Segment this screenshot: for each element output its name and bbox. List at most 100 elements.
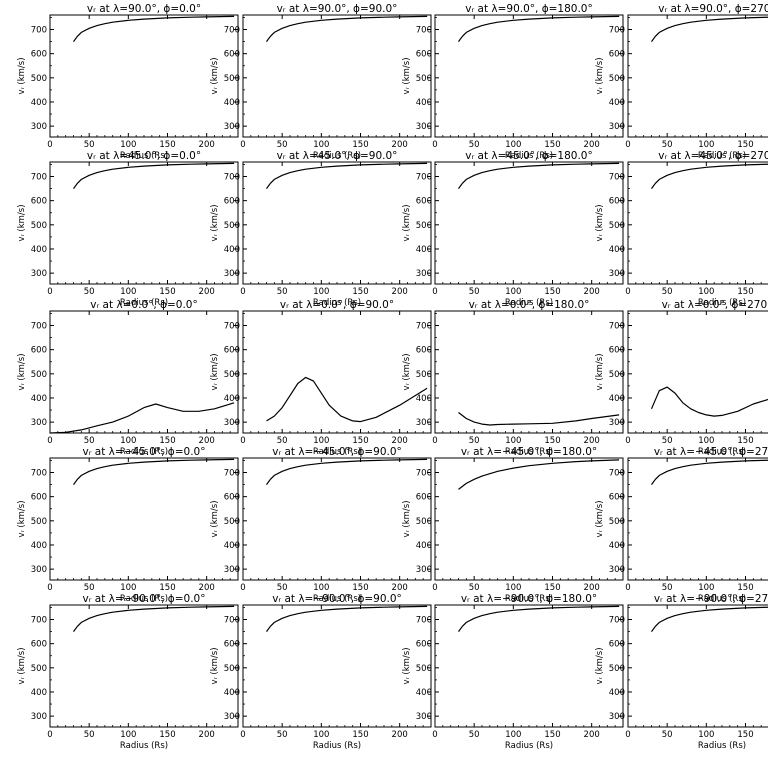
- x-tick-label: 50: [662, 583, 673, 593]
- y-axis-label: vᵣ (km/s): [17, 353, 27, 390]
- subplot-10: vᵣ at λ=0.0°, ϕ=180.0° 0 50 100 150 200 300 400…: [402, 299, 624, 457]
- series-line: [266, 458, 428, 485]
- x-tick-label: 100: [120, 436, 136, 446]
- y-tick-label: 600: [31, 50, 47, 60]
- x-tick-label: 150: [352, 730, 368, 740]
- x-tick-label: 50: [84, 140, 95, 150]
- series-line: [266, 15, 428, 42]
- x-tick-label: 0: [625, 287, 630, 297]
- x-tick-label: 0: [432, 287, 437, 297]
- y-axis-label: vᵣ (km/s): [210, 647, 220, 684]
- y-tick-label: 400: [609, 688, 625, 698]
- x-tick-label: 200: [584, 436, 600, 446]
- y-tick-label: 700: [31, 615, 47, 625]
- x-tick-label: 100: [698, 730, 714, 740]
- x-tick-label: 0: [625, 730, 630, 740]
- x-tick-label: 50: [469, 140, 480, 150]
- subplot-14: vᵣ at λ=−45.0°, ϕ=180.0° 0 50 100 150 200 300 4…: [402, 446, 624, 604]
- y-axis-label: vᵣ (km/s): [402, 647, 412, 684]
- y-tick-label: 400: [416, 541, 432, 551]
- subplot-title: vᵣ at λ=90.0°, ϕ=90.0°: [277, 3, 398, 15]
- x-axis-label: Radius (Rs): [505, 151, 553, 161]
- y-axis-label: vᵣ (km/s): [595, 57, 605, 94]
- series-line: [651, 16, 768, 42]
- y-tick-label: 300: [416, 565, 432, 575]
- x-tick-label: 200: [199, 140, 215, 150]
- x-tick-label: 200: [584, 583, 600, 593]
- y-tick-label: 600: [31, 197, 47, 207]
- x-tick-label: 100: [505, 287, 521, 297]
- x-tick-label: 0: [240, 436, 245, 446]
- subplot-title: vᵣ at λ=−45.0°, ϕ=90.0°: [272, 446, 402, 458]
- x-tick-label: 150: [352, 140, 368, 150]
- y-tick-label: 700: [609, 172, 625, 182]
- x-tick-label: 50: [662, 730, 673, 740]
- y-axis-label: vᵣ (km/s): [17, 647, 27, 684]
- y-axis-label: vᵣ (km/s): [595, 353, 605, 390]
- x-tick-label: 0: [47, 730, 52, 740]
- x-tick-label: 50: [84, 436, 95, 446]
- y-axis-label: vᵣ (km/s): [210, 500, 220, 537]
- x-tick-label: 200: [392, 140, 408, 150]
- y-tick-label: 600: [31, 346, 47, 356]
- y-axis-label: vᵣ (km/s): [402, 500, 412, 537]
- subplot-title: vᵣ at λ=45.0°, ϕ=270.0°: [658, 150, 768, 162]
- x-tick-label: 100: [313, 287, 329, 297]
- y-axis-label: vᵣ (km/s): [210, 57, 220, 94]
- y-axis-label: vᵣ (km/s): [595, 500, 605, 537]
- x-tick-label: 150: [352, 287, 368, 297]
- x-tick-label: 150: [159, 583, 175, 593]
- subplot-title: vᵣ at λ=−45.0°, ϕ=270.0°: [654, 446, 768, 458]
- y-tick-label: 500: [224, 370, 240, 380]
- x-tick-label: 100: [313, 730, 329, 740]
- series-line: [73, 458, 235, 485]
- y-tick-label: 500: [416, 74, 432, 84]
- x-tick-label: 150: [544, 140, 560, 150]
- y-tick-label: 600: [416, 346, 432, 356]
- x-tick-label: 0: [432, 140, 437, 150]
- y-tick-label: 700: [416, 25, 432, 35]
- y-tick-label: 300: [224, 712, 240, 722]
- y-tick-label: 300: [31, 122, 47, 132]
- y-tick-label: 300: [224, 122, 240, 132]
- y-tick-label: 700: [416, 172, 432, 182]
- x-tick-label: 150: [159, 287, 175, 297]
- y-tick-label: 300: [31, 418, 47, 428]
- x-tick-label: 100: [505, 140, 521, 150]
- series-line: [73, 162, 235, 189]
- x-tick-label: 0: [240, 730, 245, 740]
- y-tick-label: 300: [609, 418, 625, 428]
- y-tick-label: 500: [416, 370, 432, 380]
- x-axis-label: Radius (Rs): [120, 594, 168, 604]
- subplot-title: vᵣ at λ=−90.0°, ϕ=90.0°: [272, 593, 402, 605]
- x-tick-label: 150: [737, 436, 753, 446]
- y-tick-label: 600: [416, 197, 432, 207]
- y-tick-label: 400: [31, 688, 47, 698]
- y-tick-label: 700: [224, 321, 240, 331]
- x-tick-label: 150: [737, 583, 753, 593]
- y-tick-label: 600: [224, 493, 240, 503]
- y-tick-label: 300: [31, 565, 47, 575]
- x-tick-label: 0: [625, 436, 630, 446]
- series-line: [650, 386, 768, 417]
- y-tick-label: 700: [224, 172, 240, 182]
- subplot-title: vᵣ at λ=90.0°, ϕ=0.0°: [87, 3, 201, 15]
- y-tick-label: 300: [416, 122, 432, 132]
- y-tick-label: 600: [31, 493, 47, 503]
- y-tick-label: 300: [416, 269, 432, 279]
- x-tick-label: 50: [469, 436, 480, 446]
- x-tick-label: 50: [277, 730, 288, 740]
- x-tick-label: 150: [737, 730, 753, 740]
- x-tick-label: 200: [584, 730, 600, 740]
- y-tick-label: 600: [416, 50, 432, 60]
- x-tick-label: 0: [240, 583, 245, 593]
- y-tick-label: 500: [31, 221, 47, 231]
- x-tick-label: 50: [84, 583, 95, 593]
- y-tick-label: 500: [31, 664, 47, 674]
- series-line: [651, 163, 768, 189]
- subplot-8: vᵣ at λ=0.0°, ϕ=0.0° 0 50 100 150 200 300 400 50…: [17, 299, 239, 457]
- y-tick-label: 700: [609, 468, 625, 478]
- x-tick-label: 100: [698, 436, 714, 446]
- x-tick-label: 100: [120, 730, 136, 740]
- x-axis-label: Radius (Rs): [313, 447, 361, 457]
